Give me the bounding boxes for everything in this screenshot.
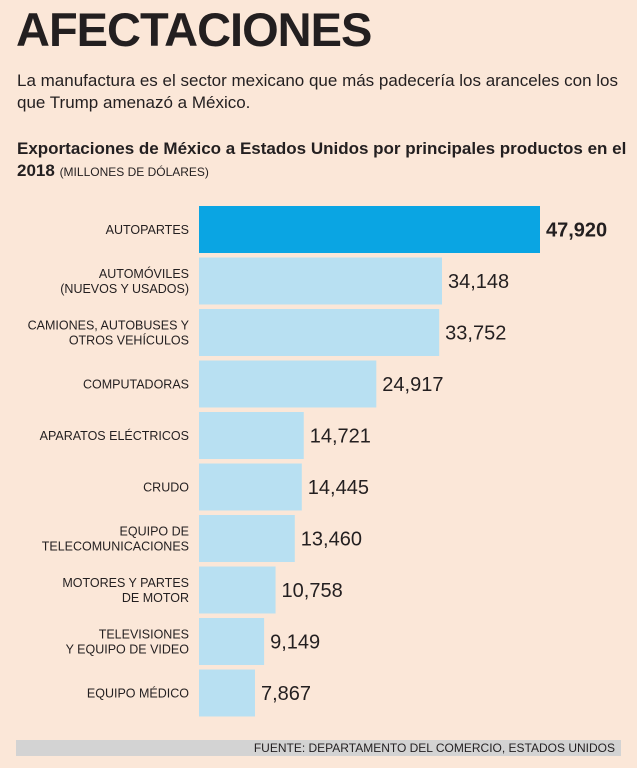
category-label: TELECOMUNICACIONES: [42, 540, 189, 554]
value-label: 34,148: [448, 271, 509, 293]
category-label: EQUIPO DE: [120, 525, 189, 539]
bar-1: [199, 257, 442, 305]
category-label: TELEVISIONES: [99, 628, 189, 642]
category-label: EQUIPO MÉDICO: [87, 686, 189, 701]
chart-title: Exportaciones de México a Estados Unidos…: [17, 138, 627, 183]
category-label: OTROS VEHÍCULOS: [69, 333, 189, 348]
value-label: 10,758: [282, 580, 343, 602]
category-label: CAMIONES, AUTOBUSES Y: [28, 319, 190, 333]
category-label: AUTOPARTES: [106, 223, 189, 237]
value-label: 33,752: [445, 323, 506, 345]
category-label: AUTOMÓVILES: [99, 266, 189, 281]
bar-chart: AUTOPARTES 47,920 AUTOMÓVILES(NUEVOS Y USA…: [28, 206, 607, 717]
bar-9: [199, 669, 255, 717]
bar-4: [199, 412, 304, 459]
value-label: 7,867: [261, 683, 311, 705]
bar-7: [199, 566, 276, 614]
chart-title-text: Exportaciones de México a Estados Unidos…: [17, 139, 627, 180]
category-label: COMPUTADORAS: [83, 378, 189, 392]
value-label: 9,149: [270, 632, 320, 654]
subtitle: La manufactura es el sector mexicano que…: [17, 71, 618, 112]
source-note: FUENTE: DEPARTAMENTO DEL COMERCIO, ESTAD…: [16, 740, 621, 756]
bar-3: [199, 360, 377, 408]
source-text: FUENTE: DEPARTAMENTO DEL COMERCIO, ESTAD…: [253, 741, 615, 755]
page-title: AFECTACIONES: [16, 3, 372, 56]
value-label: 13,460: [301, 529, 362, 551]
bar-0: [199, 206, 540, 253]
chart-units: (MILLONES DE DÓLARES): [59, 165, 209, 179]
value-label: 47,920: [546, 220, 607, 242]
category-label: (NUEVOS Y USADOS): [60, 282, 189, 296]
category-label: APARATOS ELÉCTRICOS: [40, 428, 189, 443]
value-label: 14,721: [310, 426, 371, 448]
bar-6: [199, 515, 295, 562]
value-label: 24,917: [382, 374, 443, 396]
bar-5: [199, 463, 302, 511]
bar-8: [199, 618, 265, 665]
category-label: Y EQUIPO DE VIDEO: [66, 643, 190, 657]
category-label: DE MOTOR: [122, 591, 189, 605]
bar-2: [199, 309, 440, 356]
value-label: 14,445: [308, 477, 369, 499]
category-label: CRUDO: [143, 481, 189, 495]
category-label: MOTORES Y PARTES: [62, 576, 189, 590]
